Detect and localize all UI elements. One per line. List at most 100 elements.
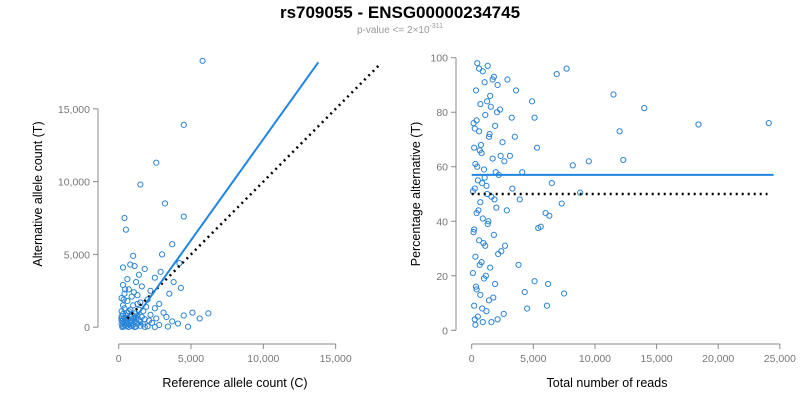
y-tick-label: 80 xyxy=(436,107,448,119)
data-point xyxy=(486,130,493,138)
data-point xyxy=(472,87,480,94)
data-point xyxy=(477,100,484,108)
data-point xyxy=(160,309,167,316)
data-point xyxy=(148,319,156,326)
data-point xyxy=(515,261,522,268)
data-point xyxy=(169,241,176,248)
data-point xyxy=(475,207,482,214)
right-panel-percentage: 0 5,000 10,000 15,000 20,000 25,000 0 20 40 60 80 1… xyxy=(409,53,796,390)
data-point xyxy=(479,179,486,187)
data-point xyxy=(166,290,173,297)
data-point xyxy=(473,286,480,293)
data-point xyxy=(170,278,177,286)
data-point xyxy=(484,62,491,70)
data-point xyxy=(545,280,552,288)
data-point xyxy=(147,311,154,318)
data-point xyxy=(504,76,511,83)
data-point xyxy=(481,79,488,86)
data-point xyxy=(121,214,128,222)
data-point xyxy=(482,111,489,119)
y-tick-label: 100 xyxy=(430,53,448,65)
data-point xyxy=(500,310,507,318)
data-point xyxy=(151,305,158,312)
data-point xyxy=(485,218,492,225)
data-point xyxy=(472,321,479,328)
data-point xyxy=(137,181,144,188)
fit-line xyxy=(127,61,320,328)
data-point xyxy=(543,302,550,309)
y-axis-label: Percentage alternative (T) xyxy=(409,122,423,267)
data-point xyxy=(499,139,506,146)
data-point xyxy=(558,200,565,207)
data-point xyxy=(151,274,158,281)
data-point xyxy=(131,262,138,270)
data-point xyxy=(616,128,623,135)
data-point xyxy=(491,196,498,203)
data-point xyxy=(695,121,702,128)
data-point xyxy=(130,289,137,296)
data-point xyxy=(119,323,126,331)
data-point xyxy=(138,283,145,290)
data-point xyxy=(125,323,132,330)
data-point xyxy=(477,141,485,149)
data-point xyxy=(474,163,481,170)
data-point xyxy=(492,280,499,288)
data-point xyxy=(472,283,480,290)
data-point xyxy=(122,226,130,233)
x-tick-label: 20,000 xyxy=(702,353,734,365)
data-point xyxy=(641,105,648,112)
data-point xyxy=(121,290,128,297)
data-point xyxy=(205,310,212,317)
data-point xyxy=(537,223,544,230)
x-tick-label: 5,000 xyxy=(520,353,546,365)
y-tick-label: 10,000 xyxy=(58,177,90,189)
data-point xyxy=(469,269,477,277)
x-tick-label: 15,000 xyxy=(641,353,673,365)
data-point xyxy=(485,133,493,140)
data-point xyxy=(185,323,192,330)
data-point xyxy=(531,114,538,121)
data-point xyxy=(119,264,127,271)
data-point xyxy=(119,302,127,309)
data-point xyxy=(120,296,127,303)
data-point xyxy=(503,207,510,214)
data-point xyxy=(506,152,514,159)
data-point xyxy=(477,291,484,298)
data-point xyxy=(141,323,148,330)
data-point xyxy=(131,323,138,331)
data-point xyxy=(125,286,132,293)
data-point xyxy=(487,103,494,110)
data-point xyxy=(474,177,481,184)
data-point xyxy=(483,182,490,189)
data-point xyxy=(489,76,496,83)
figure-title: rs709055 - ENSG00000234745 xyxy=(279,3,521,22)
data-point xyxy=(479,305,486,312)
data-point xyxy=(511,133,518,140)
scatter-points xyxy=(469,60,772,328)
x-tick-label: 10,000 xyxy=(247,353,279,365)
data-point xyxy=(470,229,477,236)
scatter-points xyxy=(118,57,212,331)
y-tick-label: 0 xyxy=(442,325,448,337)
data-point xyxy=(156,300,163,307)
data-point xyxy=(472,253,479,260)
data-point xyxy=(118,313,125,320)
data-point xyxy=(765,120,772,127)
data-point xyxy=(553,70,560,78)
x-tick-label: 5,000 xyxy=(178,353,204,365)
data-point xyxy=(490,231,497,238)
data-point xyxy=(512,87,520,94)
y-tick-label: 60 xyxy=(436,162,448,174)
data-point xyxy=(494,316,501,323)
data-point xyxy=(492,122,499,129)
data-point xyxy=(180,213,187,220)
data-point xyxy=(610,91,617,98)
data-point xyxy=(546,212,553,219)
data-point xyxy=(521,289,528,296)
x-tick-label: 25,000 xyxy=(764,353,796,365)
data-point xyxy=(487,264,494,271)
data-point xyxy=(124,297,131,305)
y-tick-label: 15,000 xyxy=(58,104,90,116)
data-point xyxy=(471,185,478,192)
